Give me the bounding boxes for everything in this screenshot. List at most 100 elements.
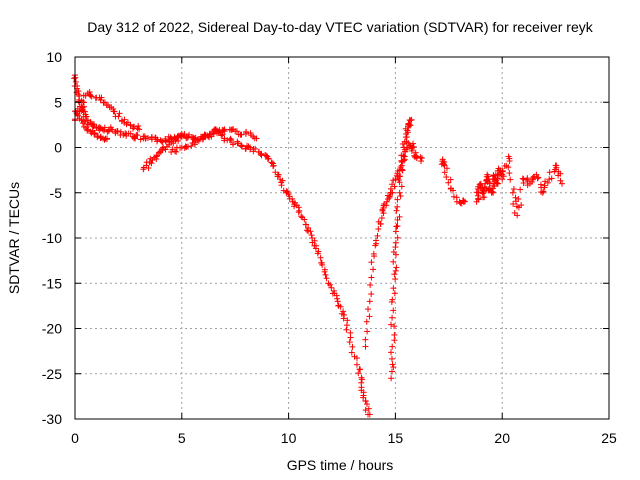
axis-ticks: 0 5 10 15 20 25 10 5 0 -5 -10 -15 -20 -25 -30 (42, 49, 617, 446)
data-point (148, 134, 155, 141)
data-point (405, 121, 412, 128)
data-point (171, 148, 178, 155)
data-point (509, 189, 516, 196)
data-point (311, 237, 318, 244)
data-point (348, 349, 355, 356)
data-point (392, 176, 399, 183)
data-point (399, 167, 406, 174)
data-point (109, 126, 116, 133)
x-tick-label: 25 (601, 430, 617, 446)
y-tick-label: 5 (54, 94, 62, 110)
data-point (389, 181, 396, 188)
data-point (229, 141, 236, 148)
data-point (250, 133, 257, 140)
data-point (398, 162, 405, 169)
y-tick-label: -25 (42, 366, 62, 382)
data-point (319, 261, 326, 268)
data-point (404, 129, 411, 136)
data-point (252, 145, 259, 152)
data-point (393, 264, 400, 271)
data-point (388, 349, 395, 356)
data-point (328, 284, 335, 291)
y-tick-label: -30 (42, 411, 62, 427)
data-point (409, 144, 416, 151)
grid (75, 57, 609, 419)
data-point (148, 160, 155, 167)
data-point (517, 186, 524, 193)
x-tick-label: 10 (281, 430, 297, 446)
data-point (390, 285, 397, 292)
data-point (244, 142, 251, 149)
data-point (364, 328, 371, 335)
data-point (308, 232, 315, 239)
data-point (302, 221, 309, 228)
data-point (388, 375, 395, 382)
data-point (153, 153, 160, 160)
data-point (257, 150, 264, 157)
data-point (167, 134, 174, 141)
data-point (388, 368, 395, 375)
data-point (115, 113, 122, 120)
data-point (388, 355, 395, 362)
data-point (386, 193, 393, 200)
y-tick-label: -20 (42, 321, 62, 337)
chart-title: Day 312 of 2022, Sidereal Day-to-day VTE… (87, 19, 593, 35)
data-point (387, 185, 394, 192)
data-point (117, 128, 124, 135)
data-point (291, 203, 298, 210)
data-point (367, 281, 374, 288)
data-point (145, 165, 152, 172)
data-point (392, 267, 399, 274)
data-point (116, 110, 123, 117)
data-point (341, 311, 348, 318)
data-point (370, 250, 377, 257)
data-point (296, 207, 303, 214)
data-point (238, 143, 245, 150)
data-point (289, 195, 296, 202)
data-point (390, 364, 397, 371)
x-axis-label: GPS time / hours (287, 457, 394, 473)
data-point (83, 113, 90, 120)
y-tick-label: -5 (50, 185, 63, 201)
data-point (378, 214, 385, 221)
data-point (396, 213, 403, 220)
data-point (137, 136, 144, 143)
x-tick-label: 15 (388, 430, 404, 446)
data-point (299, 214, 306, 221)
data-point (548, 175, 555, 182)
data-point (375, 218, 382, 225)
data-point (228, 136, 235, 143)
data-point (136, 126, 143, 133)
data-point (499, 167, 506, 174)
data-point (212, 126, 219, 133)
data-point (400, 144, 407, 151)
data-point (390, 248, 397, 255)
data-point (392, 228, 399, 235)
data-point (97, 96, 104, 103)
data-point (314, 250, 321, 257)
data-point (418, 155, 425, 162)
data-point (298, 213, 305, 220)
data-point (265, 155, 272, 162)
data-point (346, 339, 353, 346)
y-tick-label: 0 (54, 140, 62, 156)
data-point (475, 189, 482, 196)
data-point (398, 183, 405, 190)
data-point (362, 336, 369, 343)
data-point (383, 198, 390, 205)
data-point (334, 295, 341, 302)
data-point (191, 139, 198, 146)
data-point (450, 193, 457, 200)
data-point (392, 239, 399, 246)
data-point (499, 176, 506, 183)
data-point (94, 134, 101, 141)
x-tick-label: 20 (494, 430, 510, 446)
data-point (406, 142, 413, 149)
data-point (391, 337, 398, 344)
data-point (506, 170, 513, 177)
data-point (403, 133, 410, 140)
data-point (175, 137, 182, 144)
data-point (389, 314, 396, 321)
y-tick-label: -10 (42, 230, 62, 246)
data-point (75, 98, 82, 105)
